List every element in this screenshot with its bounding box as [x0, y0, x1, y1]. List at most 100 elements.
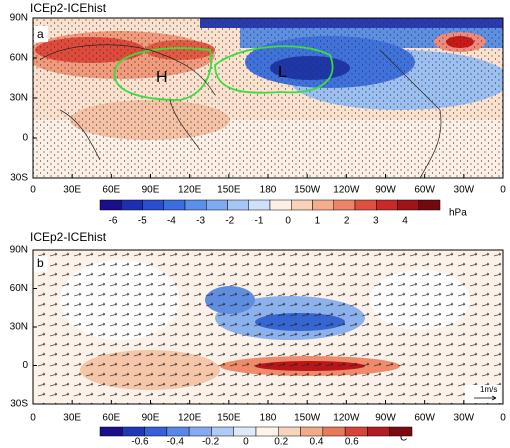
- map-a: [33, 18, 503, 178]
- colorbar-label: -2: [225, 216, 234, 227]
- y-tick-label: 60N: [10, 53, 28, 64]
- colorbar-cell: [367, 426, 390, 437]
- colorbar-cell: [291, 199, 313, 211]
- colorbar-cell: [354, 199, 377, 211]
- x-tick-label: 180: [260, 413, 277, 424]
- panel-label: a: [37, 27, 44, 41]
- colorbar-cell: [144, 426, 168, 437]
- y-tick-label: 90N: [10, 245, 28, 256]
- colorbar-cell: [312, 199, 334, 211]
- x-tick-label: 0: [30, 185, 36, 196]
- x-tick-label: 150E: [217, 413, 241, 424]
- colorbar-label: 0: [243, 437, 249, 448]
- colorbar-cell: [322, 426, 346, 437]
- x-tick-label: 30E: [63, 413, 81, 424]
- colorbar-label: 0.2: [274, 437, 288, 448]
- x-tick-label: 150E: [217, 185, 241, 196]
- colorbar-cell: [233, 426, 257, 437]
- panel-label: b: [37, 256, 44, 270]
- colorbar-cell: [122, 426, 145, 437]
- colorbar-cell: [278, 426, 301, 437]
- colorbar-cell: [142, 199, 164, 211]
- colorbar-cell: [333, 199, 356, 211]
- colorbar-cell: [163, 199, 186, 211]
- x-tick-label: 90W: [375, 185, 396, 196]
- y-tick-label: 60N: [10, 283, 28, 294]
- x-tick-label: 150W: [294, 185, 321, 196]
- panel-title: ICEp2-ICEhist: [30, 230, 107, 244]
- x-tick-label: 90E: [142, 185, 160, 196]
- colorbar-cell: [397, 199, 419, 211]
- panel-title: ICEp2-ICEhist: [30, 1, 107, 15]
- colorbar-cell: [418, 199, 441, 211]
- colorbar-cell: [121, 199, 143, 211]
- y-tick-label: 30S: [10, 399, 28, 410]
- colorbar-label: -0.4: [167, 437, 185, 448]
- x-tick-label: 60W: [414, 413, 435, 424]
- colorbar-label: -4: [167, 216, 176, 227]
- x-tick-label: 120E: [178, 413, 202, 424]
- high-label: H: [156, 69, 168, 86]
- colorbar-cell: [184, 199, 207, 211]
- colorbar-cell: [389, 426, 413, 437]
- colorbar-label: -0.6: [131, 437, 149, 448]
- colorbar-label: 0: [285, 216, 291, 227]
- y-tick-label: 30N: [10, 322, 28, 333]
- x-tick-label: 90W: [375, 413, 396, 424]
- colorbar-cell: [99, 199, 122, 211]
- colorbar-label: -3: [196, 216, 205, 227]
- x-tick-label: 0: [30, 413, 36, 424]
- x-tick-label: 90E: [142, 413, 160, 424]
- x-tick-label: 150W: [294, 413, 321, 424]
- colorbar-label: 2: [344, 216, 350, 227]
- x-tick-label: 60W: [414, 185, 435, 196]
- colorbar-label: -1: [255, 216, 264, 227]
- x-tick-label: 60E: [102, 185, 120, 196]
- y-tick-label: 0: [22, 133, 28, 144]
- y-tick-label: 30N: [10, 93, 28, 104]
- x-tick-label: 0: [500, 413, 506, 424]
- colorbar-cell: [99, 426, 123, 437]
- colorbar-cell: [269, 199, 292, 211]
- colorbar-cell: [211, 426, 234, 437]
- x-tick-label: 120E: [178, 185, 202, 196]
- ref-box: [465, 385, 501, 403]
- colorbar-label: 3: [373, 216, 379, 227]
- colorbar-cell: [248, 199, 271, 211]
- map-b: [33, 250, 503, 404]
- ref-arrow: [474, 395, 497, 401]
- colorbar-cell: [376, 199, 398, 211]
- ref-label: 1m/s: [480, 385, 497, 394]
- colorbar-cell: [255, 426, 279, 437]
- x-tick-label: 30W: [454, 185, 475, 196]
- colorbar-label: -0.2: [202, 437, 220, 448]
- colorbar-cell: [166, 426, 190, 437]
- x-tick-label: 30E: [63, 185, 81, 196]
- colorbar-cell: [206, 199, 228, 211]
- x-tick-label: 120W: [333, 185, 360, 196]
- unit: hPa: [449, 208, 467, 219]
- colorbar-label: -5: [138, 216, 147, 227]
- label-box: [34, 256, 48, 272]
- label-box: [34, 26, 48, 42]
- x-tick-label: 30W: [454, 413, 475, 424]
- colorbar-label: -6: [109, 216, 118, 227]
- unit: °C: [396, 433, 407, 444]
- colorbar-label: 1: [315, 216, 321, 227]
- low-label: L: [278, 64, 287, 81]
- x-tick-label: 180: [260, 185, 277, 196]
- colorbar-cell: [344, 426, 368, 437]
- colorbar-label: 4: [402, 216, 408, 227]
- x-tick-label: 0: [500, 185, 506, 196]
- colorbar-cell: [300, 426, 324, 437]
- y-tick-label: 90N: [10, 13, 28, 24]
- y-tick-label: 30S: [10, 173, 28, 184]
- y-tick-label: 0: [22, 360, 28, 371]
- colorbar-label: 0.6: [345, 437, 359, 448]
- x-tick-label: 60E: [102, 413, 120, 424]
- colorbar-cell: [188, 426, 212, 437]
- colorbar-cell: [227, 199, 249, 211]
- colorbar-label: 0.4: [310, 437, 324, 448]
- x-tick-label: 120W: [333, 413, 360, 424]
